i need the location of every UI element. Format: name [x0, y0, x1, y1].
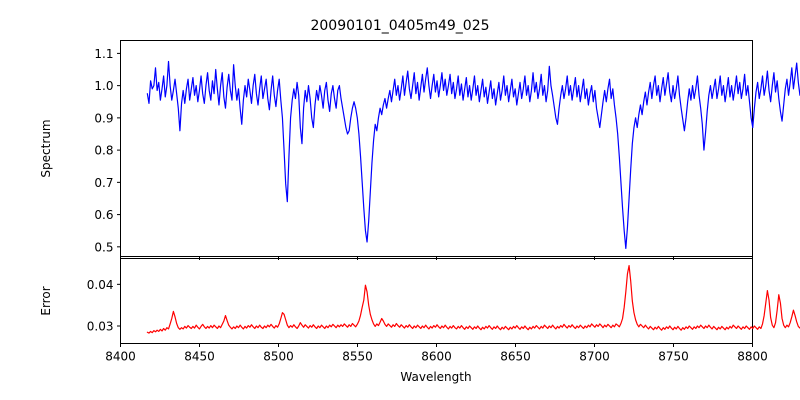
x-tick-label: 8750 — [658, 350, 689, 364]
x-tick-label: 8450 — [184, 350, 215, 364]
y-axis-label: Spectrum — [39, 119, 53, 177]
x-axis-label: Wavelength — [400, 370, 471, 384]
x-tick-label: 8700 — [579, 350, 610, 364]
y-axis-label: Error — [39, 286, 53, 315]
error-panel: 8400 8450 8500 8550 8600 8650 8700 8750 8800 0.03… — [39, 258, 800, 364]
y-tick-label: 0.6 — [94, 208, 113, 222]
y-tick-label: 1.1 — [94, 47, 113, 61]
x-tick-label: 8600 — [421, 350, 452, 364]
x-tick-label: 8500 — [263, 350, 294, 364]
data-series-spectrum — [146, 60, 800, 250]
y-tick-label: 0.03 — [87, 320, 114, 334]
data-series-error — [146, 264, 800, 334]
panel-frame — [120, 258, 753, 344]
x-tick-label: 8800 — [737, 350, 768, 364]
y-tick-label: 0.5 — [94, 240, 113, 254]
x-tick-label: 8650 — [500, 350, 531, 364]
y-tick-label: 0.8 — [94, 144, 113, 158]
y-tick-label: 1.0 — [94, 79, 113, 93]
y-tick-label: 0.7 — [94, 176, 113, 190]
x-tick-label: 8400 — [105, 350, 136, 364]
x-tick-label: 8550 — [342, 350, 373, 364]
y-tick-label: 0.9 — [94, 111, 113, 125]
spectrum-panel: 0.5 0.6 0.7 0.8 0.9 1.0 1.1 Spectrum — [39, 40, 800, 260]
y-tick-label: 0.04 — [87, 278, 114, 292]
figure-title: 20090101_0405m49_025 — [310, 18, 489, 34]
